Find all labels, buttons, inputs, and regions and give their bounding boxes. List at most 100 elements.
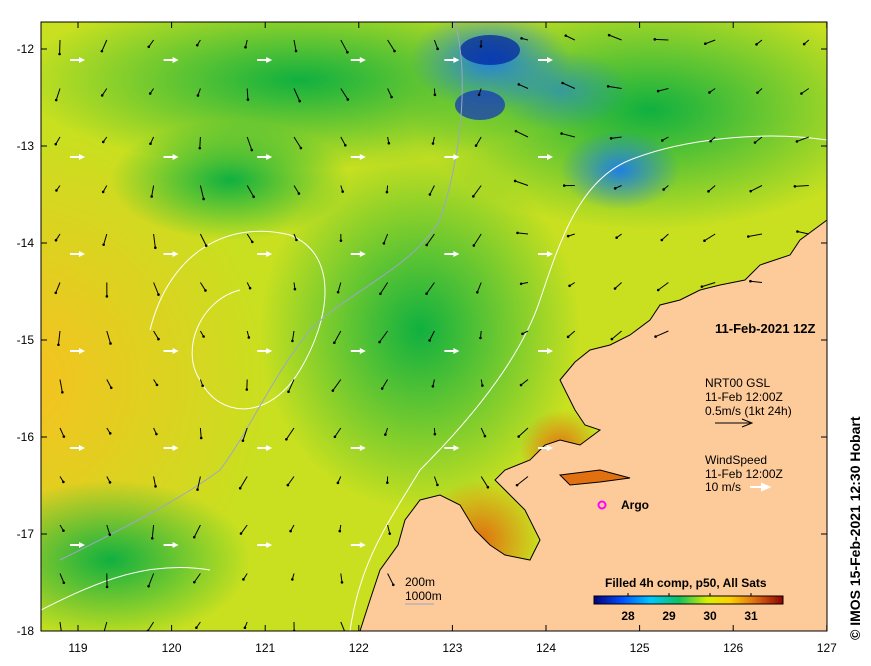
- current-arrow: [153, 476, 157, 488]
- wind-arrow: [257, 445, 273, 451]
- wind-arrow: [70, 154, 85, 160]
- current-arrow: [700, 282, 716, 288]
- current-arrow: [54, 233, 61, 242]
- current-arrow: [382, 233, 389, 245]
- x-tick-label: 119: [68, 641, 87, 655]
- wind-legend-line1: WindSpeed: [705, 453, 767, 467]
- current-arrow: [59, 621, 62, 631]
- current-arrow: [433, 39, 439, 51]
- current-arrow: [333, 330, 342, 345]
- current-arrow: [192, 524, 201, 539]
- vector-field: [54, 33, 810, 631]
- wind-legend-line3: 10 m/s: [705, 480, 741, 494]
- current-arrow: [380, 379, 389, 390]
- current-arrow: [286, 476, 295, 487]
- current-arrow: [479, 330, 482, 340]
- current-arrow: [613, 282, 622, 290]
- wind-arrow: [350, 251, 366, 257]
- current-arrow: [656, 88, 669, 93]
- current-arrow: [153, 330, 160, 341]
- current-arrow: [153, 427, 158, 436]
- current-arrow: [656, 282, 669, 292]
- current-arrow: [386, 476, 389, 484]
- current-arrow: [480, 476, 490, 489]
- wind-arrow: [257, 348, 273, 354]
- current-arrow: [425, 233, 435, 247]
- current-arrow: [289, 524, 295, 533]
- current-arrow: [561, 81, 576, 89]
- land: [359, 219, 827, 631]
- current-arrow: [387, 136, 391, 145]
- wind-arrow: [257, 251, 273, 257]
- current-arrow: [54, 282, 61, 295]
- current-arrow: [196, 88, 201, 97]
- colorbar-label: 29: [662, 609, 676, 623]
- current-arrow: [147, 39, 155, 49]
- current-arrow: [245, 379, 249, 391]
- current-arrow: [150, 524, 155, 540]
- current-arrow: [387, 524, 392, 535]
- current-arrow: [521, 330, 529, 336]
- current-arrow: [195, 39, 201, 47]
- wind-arrow: [163, 348, 179, 354]
- current-arrow: [753, 136, 763, 144]
- wind-arrow: [163, 154, 179, 160]
- current-arrow: [147, 573, 155, 588]
- current-arrow: [243, 621, 248, 630]
- current-arrow: [385, 185, 389, 194]
- current-arrow: [568, 282, 576, 288]
- x-tick-label: 126: [723, 641, 743, 655]
- current-arrow: [293, 39, 298, 53]
- y-tick-label: -15: [17, 333, 35, 347]
- current-arrow: [238, 476, 248, 490]
- wind-arrow: [70, 445, 85, 451]
- contour-1000m: [59, 22, 463, 561]
- current-arrow: [749, 185, 763, 193]
- current-arrow: [615, 233, 622, 239]
- current-arrow: [59, 427, 66, 438]
- current-arrow: [800, 88, 810, 95]
- wind-arrow: [70, 251, 85, 257]
- colorbar-label: 28: [621, 609, 635, 623]
- wind-legend-line2: 11-Feb 12:00Z: [705, 467, 783, 481]
- current-legend-line2: 11-Feb 12:00Z: [705, 390, 783, 404]
- wind-arrow: [538, 348, 553, 354]
- current-arrow: [100, 88, 108, 97]
- current-arrow: [472, 233, 482, 247]
- current-arrow: [196, 476, 201, 491]
- wind-arrow: [257, 542, 273, 548]
- current-arrow: [102, 233, 108, 246]
- current-arrow: [338, 524, 342, 533]
- current-arrow: [475, 282, 482, 294]
- current-arrow: [199, 330, 205, 338]
- current-arrow: [340, 136, 347, 147]
- wind-arrow-icon: [750, 482, 772, 492]
- wind-arrow: [444, 445, 460, 451]
- current-arrow: [661, 136, 669, 142]
- current-arrow: [387, 39, 396, 53]
- current-arrow: [514, 129, 529, 138]
- current-arrow: [515, 476, 529, 487]
- current-arrow: [653, 38, 669, 41]
- current-arrow: [59, 573, 66, 585]
- current-arrow: [480, 427, 487, 438]
- current-arrow: [433, 427, 437, 436]
- current-arrow: [149, 136, 155, 145]
- current-arrow: [654, 330, 669, 338]
- current-arrow: [606, 85, 622, 89]
- current-arrow: [100, 39, 108, 53]
- wind-arrow: [350, 57, 366, 63]
- wind-arrow: [538, 57, 553, 63]
- wind-arrow: [350, 154, 366, 160]
- current-arrow: [519, 282, 529, 286]
- sst-field: [41, 22, 827, 631]
- current-arrow: [293, 88, 302, 103]
- current-arrow: [336, 476, 342, 485]
- wind-arrow: [163, 57, 179, 63]
- current-arrow: [562, 184, 575, 187]
- wind-arrow: [163, 542, 179, 548]
- current-arrow: [246, 136, 254, 152]
- current-arrow: [703, 233, 716, 242]
- current-legend-line1: NRT00 GSL: [705, 376, 770, 390]
